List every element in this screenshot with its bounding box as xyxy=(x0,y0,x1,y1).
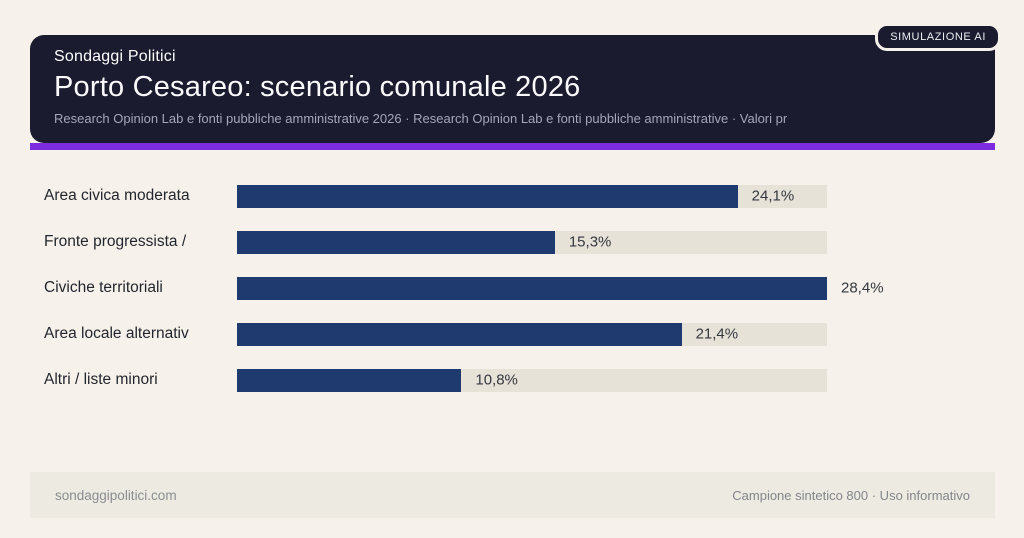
simulation-badge: SIMULAZIONE AI xyxy=(878,26,998,48)
bar xyxy=(237,322,682,346)
category-label: Civiche territoriali xyxy=(44,279,163,296)
bar xyxy=(237,276,827,300)
value-label: 15,3% xyxy=(568,233,612,251)
bar-track: 24,1% xyxy=(237,184,827,208)
bar-track: 21,4% xyxy=(237,322,827,346)
bar-track: 10,8% xyxy=(237,368,827,392)
bar-track: 28,4% xyxy=(237,276,884,300)
chart-row: Altri / liste minori 10,8% xyxy=(44,357,827,403)
source-site: sondaggipolitici.com xyxy=(55,487,177,503)
bar xyxy=(237,184,738,208)
category-label: Fronte progressista / xyxy=(44,233,187,250)
chart-row: Fronte progressista / 15,3% xyxy=(44,219,827,265)
footer: sondaggipolitici.com Campione sintetico … xyxy=(30,472,995,518)
value-label: 24,1% xyxy=(751,187,795,205)
chart-row: Area locale alternativ 21,4% xyxy=(44,311,827,357)
header: Sondaggi Politici Porto Cesareo: scenari… xyxy=(30,35,995,143)
category-label: Area civica moderata xyxy=(44,187,190,204)
value-label: 21,4% xyxy=(695,325,739,343)
value-label: 28,4% xyxy=(841,279,884,297)
brand-name: Sondaggi Politici xyxy=(54,48,176,65)
category-label: Altri / liste minori xyxy=(44,371,158,388)
bar-track: 15,3% xyxy=(237,230,827,254)
accent-divider xyxy=(30,143,995,150)
page-title: Porto Cesareo: scenario comunale 2026 xyxy=(54,71,581,103)
bar xyxy=(237,230,555,254)
bar-chart: Area civica moderata 24,1% Fronte progress… xyxy=(44,173,884,403)
chart-row: Civiche territoriali 28,4% xyxy=(44,265,884,311)
category-label: Area locale alternativ xyxy=(44,325,189,342)
chart-row: Area civica moderata 24,1% xyxy=(44,173,827,219)
page-subtitle: Research Opinion Lab e fonti pubbliche a… xyxy=(54,111,788,126)
bar xyxy=(237,368,462,392)
sample-note: Campione sintetico 800 · Uso informativo xyxy=(732,487,970,503)
value-label: 10,8% xyxy=(475,371,518,389)
